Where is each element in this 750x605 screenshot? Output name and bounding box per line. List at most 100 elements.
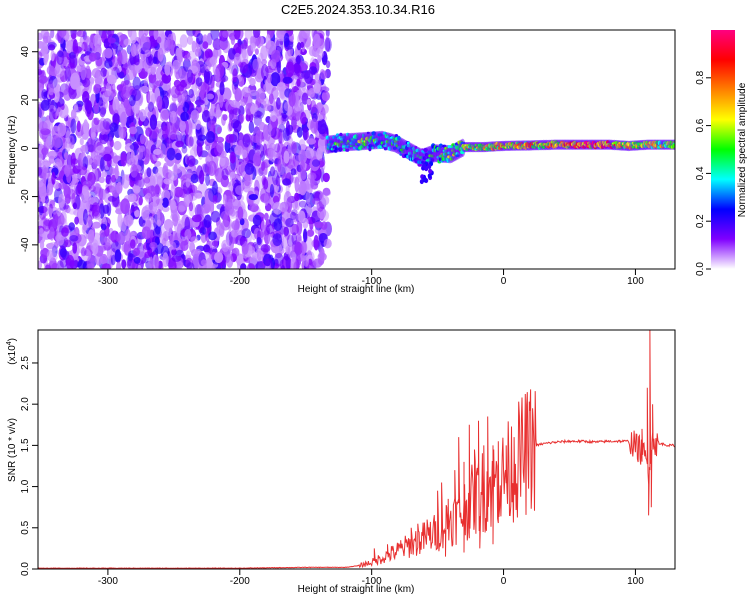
noise-cell — [205, 144, 211, 151]
noise-cell — [314, 72, 319, 85]
noise-cell — [106, 67, 115, 83]
noise-cell — [178, 201, 188, 212]
noise-cell — [210, 210, 221, 223]
noise-cell — [107, 37, 116, 44]
noise-cell — [38, 180, 44, 188]
noise-cell — [300, 160, 305, 171]
noise-cell — [252, 214, 262, 226]
noise-cell — [216, 141, 224, 154]
noise-cell — [39, 227, 44, 237]
noise-cell — [274, 252, 284, 267]
noise-cell — [285, 254, 291, 269]
noise-cell — [294, 241, 303, 256]
spectrogram-frame — [37, 29, 676, 270]
noise-cell — [202, 34, 208, 44]
noise-cell — [180, 240, 189, 252]
noise-cell — [164, 62, 171, 76]
noise-cell — [48, 203, 54, 219]
noise-cell — [47, 150, 58, 159]
noise-cell — [204, 60, 211, 72]
noise-cell — [140, 36, 151, 52]
y-tick-label: 2.0 — [20, 397, 31, 411]
noise-cell — [134, 209, 140, 218]
noise-cell — [80, 247, 87, 257]
noise-cell — [275, 175, 281, 187]
noise-cell — [171, 255, 182, 262]
noise-cell — [120, 217, 127, 232]
noise-cell — [129, 126, 138, 135]
noise-cell — [123, 38, 131, 47]
noise-cell — [133, 247, 140, 257]
noise-cell — [310, 100, 317, 113]
noise-cell — [96, 30, 103, 39]
noise-cell — [100, 223, 107, 231]
noise-cell — [186, 262, 195, 269]
noise-cell — [291, 232, 297, 245]
noise-cell — [264, 129, 271, 142]
noise-cell — [272, 201, 283, 215]
noise-cell — [92, 182, 102, 194]
noise-cell — [270, 72, 281, 87]
noise-cell — [248, 194, 258, 201]
noise-cell — [226, 133, 235, 143]
noise-cell — [188, 202, 194, 212]
noise-cell — [109, 122, 118, 132]
noise-cell — [102, 98, 108, 110]
noise-cell — [303, 228, 308, 243]
noise-cell — [114, 249, 122, 263]
noise-cell — [252, 152, 261, 167]
noise-cell — [92, 159, 98, 170]
noise-cell — [48, 108, 56, 123]
noise-cell — [272, 233, 283, 247]
noise-cell — [308, 45, 317, 57]
noise-cell — [41, 42, 49, 57]
snr-x-ticks: -300 -200 -100 0 100 — [98, 569, 644, 587]
noise-cell — [206, 257, 213, 269]
noise-cell — [190, 236, 199, 243]
snr-multiplier-exp: 4 — [6, 341, 13, 345]
noise-cell — [190, 61, 201, 75]
noise-cell — [38, 51, 43, 60]
noise-cell — [185, 136, 192, 147]
noise-cell — [144, 49, 151, 57]
noise-cell — [298, 149, 308, 164]
noise-cell — [82, 156, 89, 170]
noise-cell — [41, 89, 48, 100]
noise-cell — [205, 131, 216, 143]
noise-cell — [91, 202, 100, 217]
noise-cell — [182, 93, 188, 101]
snr-panel: -300 -200 -100 0 100 0.0 0.5 1.0 1.5 2.0 2.5 Heig… — [6, 329, 676, 595]
noise-cell — [185, 178, 191, 188]
noise-cell — [38, 121, 48, 131]
noise-cell — [67, 62, 76, 69]
noise-cell — [219, 81, 225, 96]
noise-cell — [38, 107, 42, 120]
noise-cell — [121, 174, 130, 189]
noise-cell — [241, 228, 252, 239]
noise-cell — [161, 205, 170, 213]
noise-cell — [170, 241, 177, 251]
noise-cell — [90, 93, 97, 107]
noise-cell — [244, 30, 253, 40]
noise-cell — [73, 103, 79, 112]
noise-cell — [302, 217, 309, 229]
noise-cell — [229, 151, 236, 164]
noise-cell — [86, 216, 92, 228]
noise-cell — [194, 99, 205, 106]
noise-cell — [147, 90, 156, 106]
noise-cell — [70, 72, 80, 89]
noise-cell — [52, 78, 60, 90]
noise-cell — [38, 201, 44, 216]
noise-cell — [161, 189, 171, 201]
noise-cell — [74, 147, 84, 160]
noise-cell — [89, 77, 95, 84]
noise-cell — [205, 231, 210, 243]
noise-cell — [142, 187, 148, 195]
noise-cell — [212, 194, 218, 204]
noise-cell — [264, 212, 269, 221]
noise-cell — [313, 234, 319, 251]
noise-cell — [126, 45, 132, 55]
figure-title: C2E5.2024.353.10.34.R16 — [281, 2, 435, 17]
